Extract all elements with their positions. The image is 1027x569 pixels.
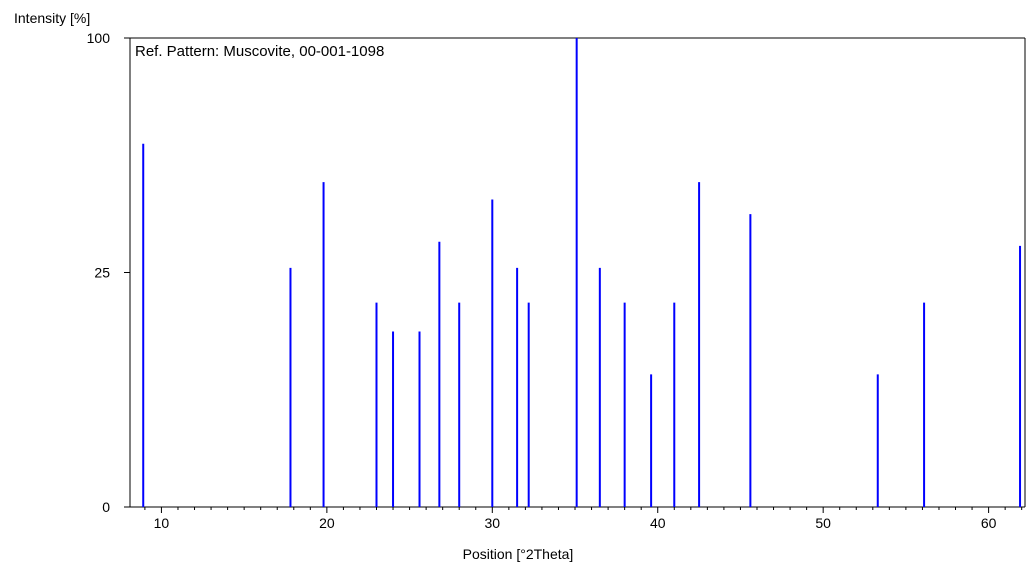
y-tick-label: 100 bbox=[87, 30, 111, 46]
x-tick-label: 50 bbox=[815, 515, 831, 531]
x-tick-label: 40 bbox=[650, 515, 666, 531]
x-tick-label: 60 bbox=[981, 515, 997, 531]
x-axis-label: Position [°2Theta] bbox=[463, 546, 574, 562]
y-tick-label: 0 bbox=[102, 499, 110, 515]
y-tick-label: 25 bbox=[94, 265, 110, 281]
y-axis-label: Intensity [%] bbox=[14, 10, 90, 26]
x-tick-label: 10 bbox=[154, 515, 170, 531]
chart-title: Ref. Pattern: Muscovite, 00-001-1098 bbox=[135, 43, 384, 60]
x-tick-label: 20 bbox=[319, 515, 335, 531]
x-tick-label: 30 bbox=[485, 515, 501, 531]
